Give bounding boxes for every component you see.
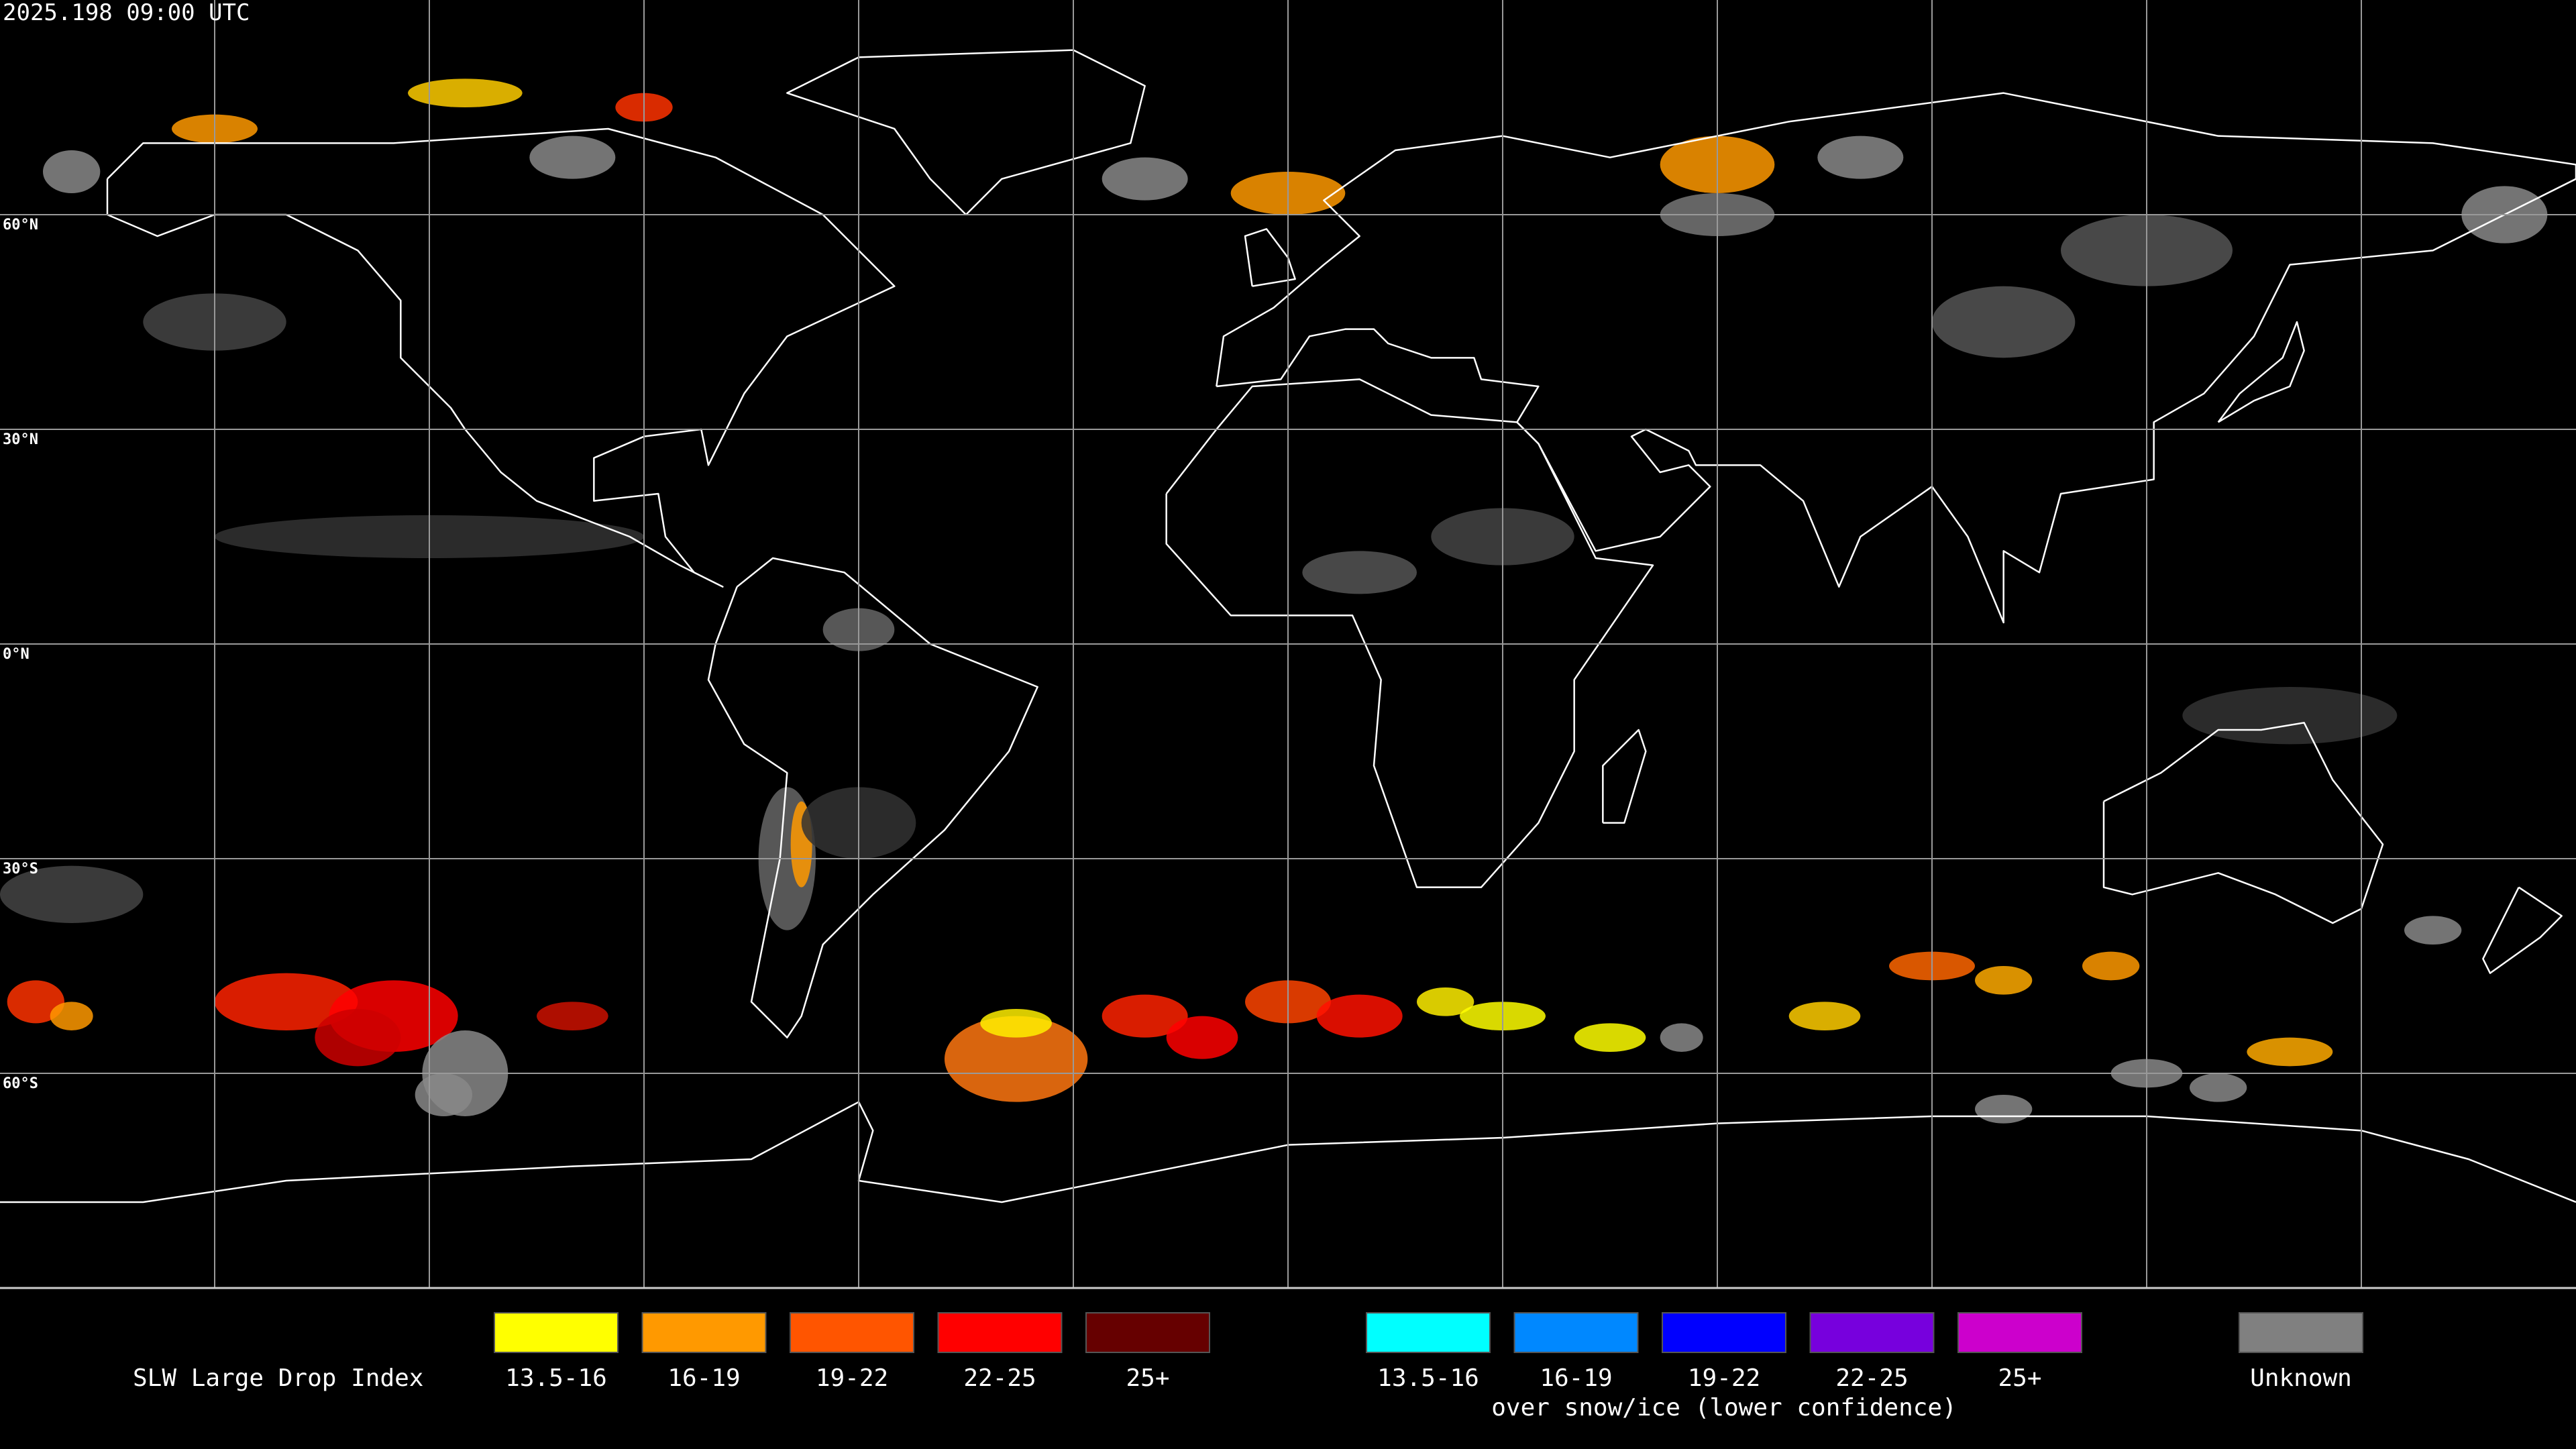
legend-label: 13.5-16	[505, 1364, 607, 1392]
latitude-label: 60°S	[3, 1075, 38, 1092]
legend-swatch	[790, 1312, 914, 1353]
cloud-patch	[529, 136, 616, 179]
cloud-patch	[944, 1016, 1088, 1102]
cloud-patch	[7, 980, 65, 1024]
cloud-patch	[0, 865, 144, 923]
north-america	[107, 129, 894, 587]
cloud-patch	[2247, 1037, 2333, 1067]
cloud-patch	[2404, 916, 2462, 945]
cloud-patch	[42, 150, 101, 194]
cloud-patch	[536, 1002, 608, 1031]
cloud-patch	[2082, 951, 2140, 981]
legend-swatch	[1513, 1312, 1639, 1353]
legend-title: SLW Large Drop Index	[133, 1364, 423, 1392]
cloud-patch	[2182, 686, 2398, 745]
cloud-patch	[214, 973, 358, 1031]
cloud-patch	[415, 1073, 473, 1117]
greenland	[787, 50, 1144, 215]
legend-label: Unknown	[2250, 1364, 2352, 1392]
legend-swatch	[494, 1312, 619, 1353]
cloud-patch	[1102, 994, 1188, 1038]
latitude-label: 60°N	[3, 217, 38, 233]
new-zealand	[2483, 888, 2561, 973]
legend-label: 22-25	[1835, 1364, 1908, 1392]
legend-swatch	[1957, 1312, 2082, 1353]
japan	[2218, 322, 2304, 422]
cloud-patch	[1660, 1023, 1703, 1053]
legend-swatch	[937, 1312, 1063, 1353]
latitude-label: 30°S	[3, 861, 38, 877]
cloud-patch	[1817, 136, 1904, 179]
cloud-patch	[1574, 1023, 1646, 1053]
cloud-patch	[1316, 994, 1403, 1038]
madagascar	[1603, 730, 1646, 823]
latitude-label: 0°N	[3, 646, 30, 663]
legend-swatch	[2239, 1312, 2363, 1353]
timestamp: 2025.198 09:00 UTC	[3, 0, 250, 26]
legend-label: 13.5-16	[1377, 1364, 1479, 1392]
cloud-patch	[1416, 987, 1474, 1016]
legend-swatch	[1366, 1312, 1491, 1353]
cloud-patch	[1102, 157, 1188, 201]
legend-label: 22-25	[963, 1364, 1036, 1392]
legend: SLW Large Drop Index 13.5-16 16-19 19-22 22…	[133, 1312, 2363, 1421]
legend-swatch	[1662, 1312, 1786, 1353]
legend-label: 16-19	[667, 1364, 740, 1392]
legend-swatch	[1085, 1312, 1210, 1353]
legend-swatch	[1809, 1312, 1935, 1353]
legend-label: 16-19	[1540, 1364, 1612, 1392]
legend-label: 19-22	[816, 1364, 888, 1392]
cloud-patch	[50, 1002, 93, 1031]
cloud-patch	[2189, 1073, 2247, 1102]
cloud-patches	[0, 78, 2548, 1124]
latitude-label: 30°N	[3, 431, 38, 448]
cloud-patch	[1974, 965, 2033, 995]
cloud-patch	[407, 78, 523, 108]
cloud-patch	[1974, 1094, 2033, 1124]
cloud-patch	[1302, 551, 1417, 594]
legend-swatch	[641, 1312, 767, 1353]
eurasia	[1216, 93, 2576, 623]
legend-note: over snow/ice (lower confidence)	[1491, 1394, 1957, 1421]
legend-label: 25+	[1998, 1364, 2041, 1392]
legend-label: 19-22	[1688, 1364, 1760, 1392]
legend-label: 25+	[1126, 1364, 1169, 1392]
cloud-patch	[315, 1008, 401, 1067]
latitude-labels: 60°N 30°N 0°N 30°S 60°S	[3, 217, 38, 1092]
cloud-patch	[1166, 1016, 1238, 1059]
cloud-patch	[1788, 1002, 1861, 1031]
graticule	[0, 0, 2576, 1289]
africa	[1167, 379, 1653, 887]
cloud-patch	[1931, 286, 2076, 358]
cloud-patch	[980, 1008, 1053, 1038]
